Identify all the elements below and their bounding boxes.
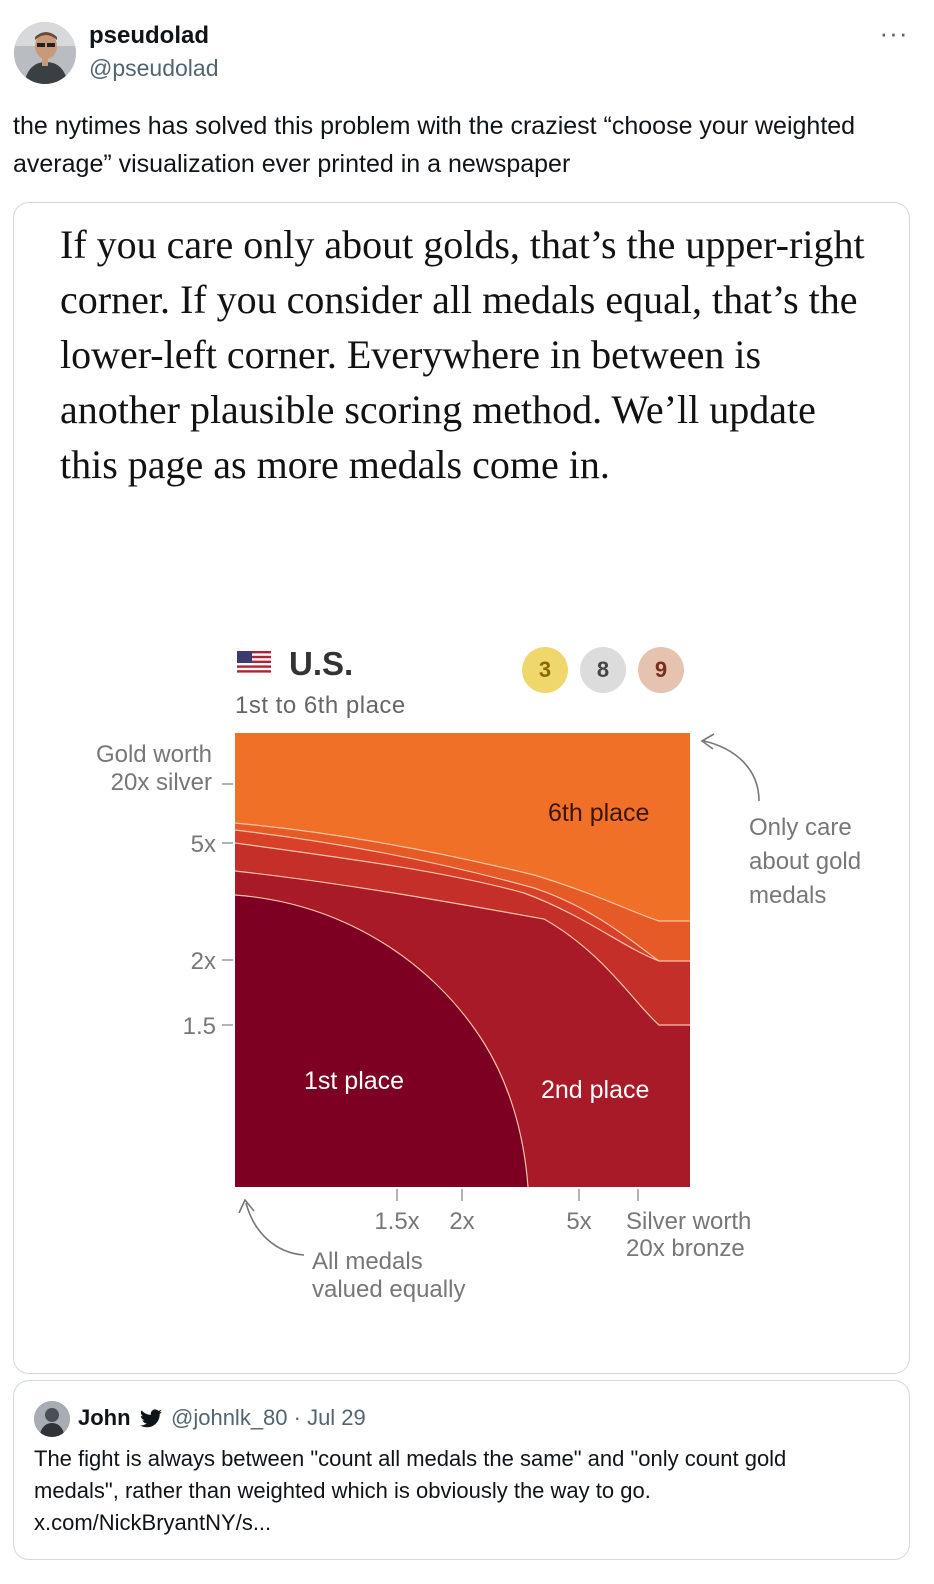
x-tick-label: 1.5x <box>374 1208 419 1235</box>
country-name: U.S. <box>289 645 354 682</box>
x-axis-title-line2: 20x bronze <box>626 1235 745 1262</box>
annotation-gold-line1: Only care <box>749 814 852 841</box>
annotation-equal-line2: valued equally <box>312 1276 465 1303</box>
x-tick-label: 2x <box>449 1208 474 1235</box>
us-flag-icon <box>237 651 271 675</box>
media-card[interactable]: If you care only about golds, that’s the… <box>13 202 910 1374</box>
region-boundary-line <box>234 870 690 1026</box>
more-options-button[interactable]: ··· <box>879 18 909 48</box>
annotation-equal-line1: All medals <box>312 1248 423 1275</box>
avatar-image <box>14 22 76 84</box>
region-label-1st: 1st place <box>304 1067 404 1095</box>
x-axis-title-line1: Silver worth <box>626 1208 751 1235</box>
tweet-text: the nytimes has solved this problem with… <box>13 112 856 178</box>
region-boundary-line <box>234 822 690 922</box>
x-axis <box>396 1189 639 1201</box>
twitter-bird-icon <box>140 1409 162 1428</box>
y-axis <box>222 783 233 1026</box>
region-label-6th: 6th place <box>548 799 649 827</box>
quoted-text-line: The fight is always between "count all m… <box>34 1446 787 1471</box>
quoted-author-handle-date[interactable]: @johnlk_80 · Jul 29 <box>171 1405 366 1430</box>
author-handle[interactable]: @pseudolad <box>89 55 219 81</box>
y-tick-label: 5x <box>191 831 216 858</box>
region-boundary-line <box>234 842 660 962</box>
arrow-gold-annotation <box>703 740 760 802</box>
author-name[interactable]: pseudolad <box>89 22 210 49</box>
quoted-tweet-card[interactable]: John @johnlk_80 · Jul 29 The fight is al… <box>13 1380 910 1560</box>
y-tick-label: 2x <box>191 948 216 975</box>
region-label-2nd: 2nd place <box>541 1076 649 1104</box>
annotation-gold-line3: medals <box>749 882 826 909</box>
bronze-medal-count: 9 <box>638 647 684 693</box>
quoted-author-avatar[interactable] <box>34 1401 70 1437</box>
silver-medal-count: 8 <box>580 647 626 693</box>
x-tick-label: 5x <box>566 1208 591 1235</box>
region-1st-place <box>235 895 528 1187</box>
ranking-chart: 6th place 1st place 2nd place Gold worth… <box>96 733 861 1303</box>
quoted-tweet-text: The fight is always between "count all m… <box>34 1443 894 1539</box>
arrow-head-icon <box>700 733 715 750</box>
author-avatar[interactable] <box>14 22 76 84</box>
quoted-author-name[interactable]: John <box>78 1405 131 1430</box>
arrow-equal-annotation <box>245 1202 305 1256</box>
y-tick-label: 1.5 <box>183 1013 216 1040</box>
media-caption: If you care only about golds, that’s the… <box>60 222 865 487</box>
y-axis-title-line2: 20x silver <box>111 769 212 796</box>
chart-subtitle: 1st to 6th place <box>235 692 406 719</box>
arrow-head-icon <box>238 1198 255 1214</box>
quoted-avatar-image <box>34 1401 70 1437</box>
gold-medal-count: 3 <box>522 647 568 693</box>
annotation-gold-line2: about gold <box>749 848 861 875</box>
quoted-link[interactable]: x.com/NickBryantNY/s... <box>34 1510 272 1535</box>
plot-area <box>234 733 690 1188</box>
region-boundary-line <box>234 894 529 1188</box>
quoted-text-line: medals", rather than weighted which is o… <box>34 1478 651 1503</box>
y-axis-title-line1: Gold worth <box>96 741 212 768</box>
region-boundary-line <box>234 829 690 962</box>
